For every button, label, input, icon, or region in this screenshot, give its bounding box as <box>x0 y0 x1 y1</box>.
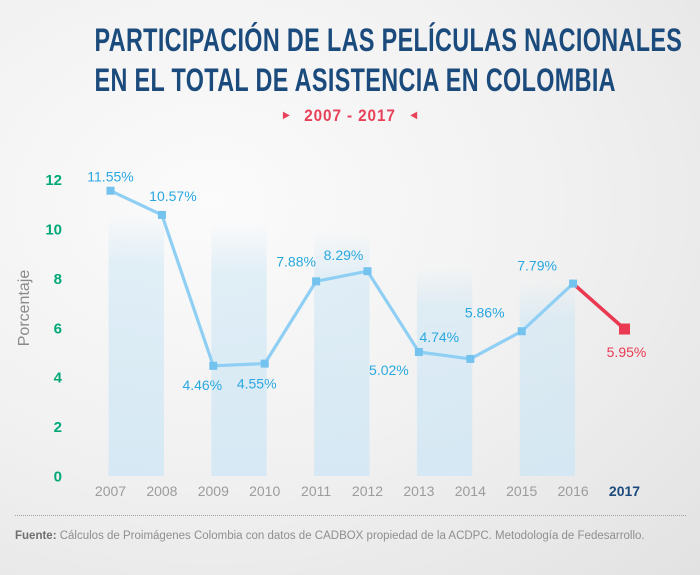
y-tick-0: 0 <box>54 469 62 486</box>
y-tick-8: 8 <box>54 271 62 288</box>
chart-title-line1: PARTICIPACIÓN DE LAS PELÍCULAS NACIONALE… <box>94 22 683 58</box>
year-label-2017: 2017 <box>609 483 640 499</box>
year-label-2012: 2012 <box>352 483 383 499</box>
data-label-2009: 4.46% <box>182 377 222 393</box>
year-label-2007: 2007 <box>95 483 126 499</box>
y-tick-4: 4 <box>54 370 63 387</box>
line-chart: 0 2 4 6 8 10 12 Porcentaje 11.55% 10.57% 4.46% 4.55… <box>16 169 647 499</box>
year-label-2014: 2014 <box>455 483 486 499</box>
source-note: Fuente: Cálculos de Proimágenes Colombia… <box>15 515 686 542</box>
data-label-2016: 7.79% <box>517 258 557 274</box>
y-tick-6: 6 <box>54 320 62 337</box>
data-point-2007 <box>106 186 115 195</box>
data-label-2017: 5.95% <box>607 344 647 360</box>
data-point-2015 <box>517 327 526 336</box>
y-tick-10: 10 <box>45 222 62 239</box>
background-band-1 <box>108 214 164 476</box>
y-axis-label: Porcentaje <box>16 270 33 347</box>
right-triangle-icon: ▶ <box>282 110 290 121</box>
background-band-3 <box>314 231 370 476</box>
data-label-2008: 10.57% <box>149 188 196 204</box>
chart-title-line2: EN EL TOTAL DE ASISTENCIA EN COLOMBIA <box>94 62 616 98</box>
data-point-2014 <box>466 354 475 363</box>
data-label-2007: 11.55% <box>87 169 133 185</box>
y-tick-2: 2 <box>54 419 62 436</box>
year-label-2013: 2013 <box>403 483 434 499</box>
year-label-2016: 2016 <box>558 483 589 499</box>
data-point-2009 <box>209 361 218 370</box>
year-label-2011: 2011 <box>301 483 331 499</box>
year-label-2008: 2008 <box>146 483 177 499</box>
data-point-2011 <box>312 277 321 286</box>
year-label-2009: 2009 <box>198 483 229 499</box>
data-label-2011: 7.88% <box>276 253 316 269</box>
year-label-2010: 2010 <box>249 483 280 499</box>
data-label-2012: 8.29% <box>324 247 364 263</box>
source-text: Cálculos de Proimágenes Colombia con dat… <box>56 530 645 542</box>
data-point-2017 <box>619 323 630 335</box>
data-point-2008 <box>157 210 166 219</box>
background-band-4 <box>416 266 473 476</box>
data-point-2012 <box>363 267 372 276</box>
data-point-2013 <box>414 348 423 357</box>
chart-subtitle: ▶ 2007 - 2017 ◀ <box>35 106 665 126</box>
data-label-2013: 5.02% <box>369 362 409 378</box>
data-label-2010: 4.55% <box>237 376 277 392</box>
source-label: Fuente: <box>15 530 57 542</box>
subtitle-years: 2007 - 2017 <box>304 106 396 125</box>
data-label-2015: 5.86% <box>465 304 505 320</box>
year-label-2015: 2015 <box>506 483 537 499</box>
y-tick-12: 12 <box>45 172 62 189</box>
trend-line <box>108 189 575 368</box>
data-point-2016 <box>569 279 578 288</box>
highlight-segment <box>571 281 627 331</box>
background-band-5 <box>519 280 576 476</box>
background-band-2 <box>211 224 267 476</box>
data-point-2010 <box>260 359 269 368</box>
data-label-2014: 4.74% <box>419 329 459 345</box>
left-triangle-icon: ◀ <box>410 110 418 121</box>
page-title: PARTICIPACIÓN DE LAS PELÍCULAS NACIONALE… <box>0 20 700 100</box>
